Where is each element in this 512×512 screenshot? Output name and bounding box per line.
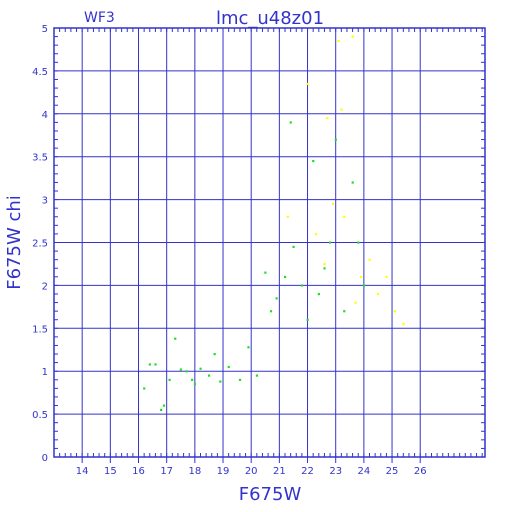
data-point — [354, 301, 357, 304]
y-axis-label: F675W chi — [4, 195, 25, 290]
data-point — [227, 365, 230, 369]
data-point — [162, 404, 166, 407]
data-point — [334, 138, 337, 141]
data-point — [314, 232, 318, 236]
x-tick-label: 20 — [245, 466, 258, 477]
x-tick-label: 22 — [301, 466, 314, 477]
data-point — [306, 82, 309, 85]
y-tick-label: 1.5 — [32, 324, 48, 335]
y-tick-label: 0.5 — [32, 410, 48, 421]
data-point — [289, 121, 292, 124]
x-tick-label: 16 — [132, 466, 145, 477]
plot-frame — [53, 27, 486, 458]
data-point — [160, 408, 163, 412]
data-point — [362, 284, 366, 287]
data-point — [351, 181, 354, 184]
x-tick-label: 14 — [76, 466, 89, 477]
data-point — [255, 374, 259, 377]
data-point — [168, 378, 171, 381]
data-point — [143, 387, 146, 390]
chart-title: lmc_u48z01 — [216, 8, 324, 29]
data-point — [340, 108, 343, 111]
data-point — [402, 323, 405, 326]
x-tick-label: 26 — [414, 466, 427, 477]
y-tick-label: 3.5 — [32, 153, 48, 164]
data-point — [329, 241, 332, 244]
data-point — [306, 318, 309, 321]
data-point — [219, 380, 222, 383]
y-tick-label: 5 — [42, 24, 48, 35]
data-point — [360, 275, 363, 279]
data-point — [275, 297, 278, 300]
x-tick-labels: 14 15 16 17 18 19 20 21 22 23 24 25 26 — [76, 466, 427, 477]
data-point — [292, 245, 295, 248]
x-tick-label: 19 — [217, 466, 230, 477]
data-point — [193, 383, 197, 386]
y-tick-label: 3 — [42, 196, 48, 207]
data-point — [283, 275, 287, 279]
y-tick-label: 4 — [42, 110, 48, 121]
data-point — [154, 363, 157, 366]
data-point — [368, 258, 371, 261]
y-tick-label: 1 — [42, 367, 48, 378]
data-point — [376, 292, 380, 296]
x-tick-label: 21 — [273, 466, 286, 477]
data-point — [269, 310, 273, 313]
data-point — [148, 363, 151, 366]
data-point — [247, 346, 250, 349]
data-point — [317, 292, 320, 296]
y-tick-labels: 0 0.5 1 1.5 2 2.5 3 3.5 4 4.5 5 — [32, 24, 48, 464]
x-tick-label: 23 — [329, 466, 342, 477]
y-tick-label: 4.5 — [32, 67, 48, 78]
x-axis-label: F675W — [239, 484, 302, 505]
data-point — [357, 241, 360, 244]
data-point — [393, 310, 397, 313]
data-point — [343, 215, 346, 218]
data-point — [286, 215, 290, 218]
x-tick-label: 15 — [104, 466, 117, 477]
data-point — [312, 159, 315, 163]
data-point — [351, 35, 354, 38]
data-point — [385, 275, 388, 279]
data-point — [331, 202, 335, 206]
data-point — [207, 374, 211, 377]
data-point — [300, 284, 304, 287]
y-tick-label: 0 — [42, 453, 48, 464]
data-point — [185, 370, 188, 373]
chart-subtitle: WF3 — [84, 10, 115, 26]
data-point — [238, 378, 242, 381]
data-point — [326, 117, 329, 120]
x-tick-label: 17 — [160, 466, 173, 477]
data-point — [179, 368, 182, 371]
data-point — [323, 262, 326, 266]
data-point — [337, 39, 340, 43]
data-point — [343, 310, 346, 313]
y-tick-label: 2.5 — [32, 239, 48, 250]
data-point — [191, 378, 194, 381]
x-tick-label: 18 — [188, 466, 201, 477]
data-point — [174, 337, 177, 340]
data-point — [213, 353, 216, 356]
y-tick-label: 2 — [42, 281, 48, 292]
x-tick-label: 24 — [358, 466, 371, 477]
data-points — [143, 35, 405, 412]
data-point — [199, 367, 202, 370]
data-point — [323, 267, 326, 270]
data-point — [264, 271, 267, 274]
x-tick-label: 25 — [386, 466, 399, 477]
